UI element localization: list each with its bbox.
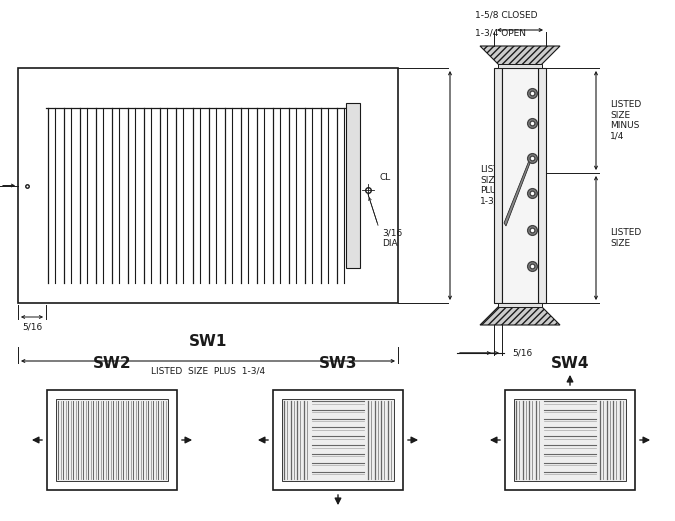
Text: SW1: SW1 (189, 333, 227, 349)
Polygon shape (504, 158, 532, 226)
Bar (282, 399, 394, 481)
Bar (538, 68, 546, 303)
Text: SW4: SW4 (551, 356, 589, 371)
Text: 3/16
DIA: 3/16 DIA (382, 228, 402, 247)
Text: 5/16: 5/16 (512, 349, 533, 357)
Text: 1-3/4 OPEN: 1-3/4 OPEN (475, 29, 526, 38)
Bar (47, 390, 177, 490)
Bar (18, 68, 398, 303)
Text: CL: CL (380, 173, 392, 182)
Bar (56, 399, 168, 481)
Bar (494, 68, 502, 303)
Text: SW3: SW3 (319, 356, 357, 371)
Text: 1-5/8 CLOSED: 1-5/8 CLOSED (475, 11, 537, 20)
Bar (502, 68, 538, 303)
Bar (514, 399, 626, 481)
Text: LISTED
SIZE: LISTED SIZE (610, 228, 641, 247)
Text: LISTED
SIZE
MINUS
1/4: LISTED SIZE MINUS 1/4 (610, 101, 641, 141)
Bar (498, 303, 542, 307)
Text: SW2: SW2 (92, 356, 132, 371)
Bar (273, 390, 403, 490)
Text: 5/16: 5/16 (22, 322, 42, 331)
Polygon shape (480, 46, 560, 68)
Text: LISTED
SIZE
PLUS
1-3/4: LISTED SIZE PLUS 1-3/4 (480, 165, 511, 206)
Bar (498, 64, 542, 68)
Polygon shape (480, 303, 560, 325)
Bar (505, 390, 635, 490)
Text: LISTED  SIZE  PLUS  1-3/4: LISTED SIZE PLUS 1-3/4 (151, 366, 265, 376)
Bar (346, 103, 360, 268)
